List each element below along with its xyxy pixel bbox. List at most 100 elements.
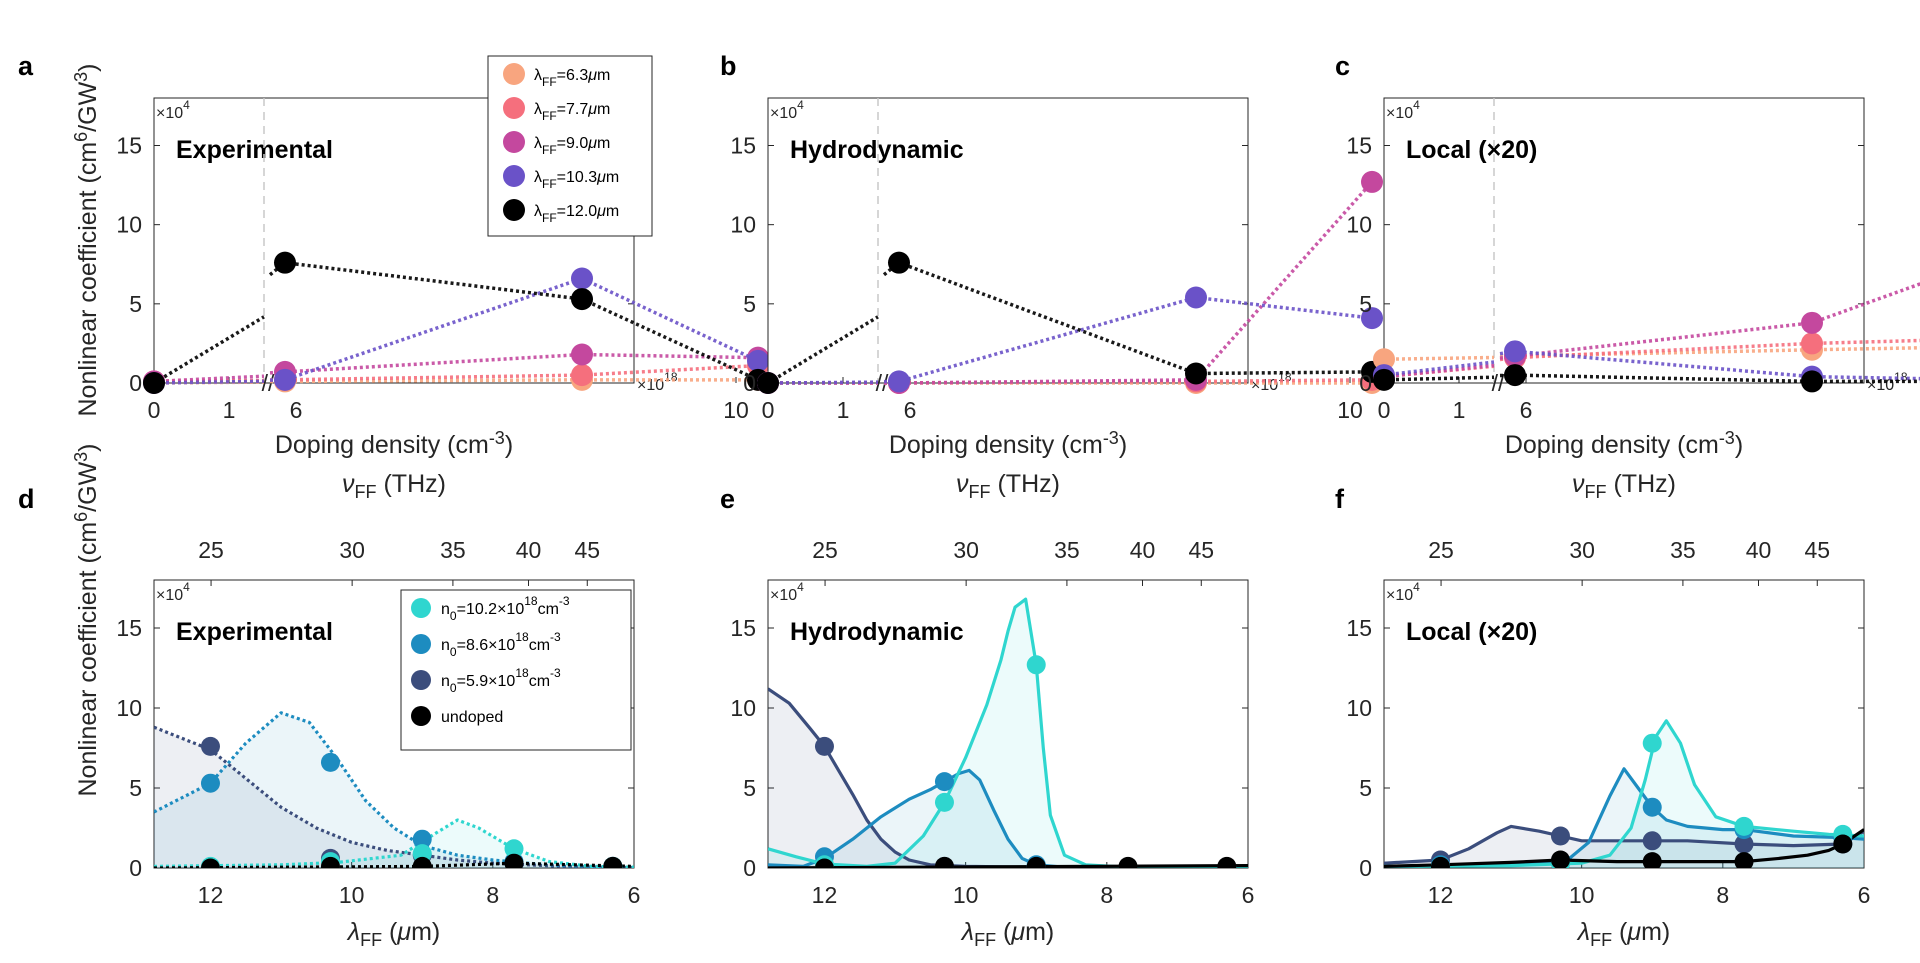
data-point [747,349,769,372]
x-axis-label: Doping density (cm-3) [275,428,513,459]
top-tick-label: 45 [1804,537,1830,563]
y-tick-label: 15 [1346,615,1372,641]
y-tick-label: 0 [129,370,142,396]
y-tick-label: 10 [116,212,142,238]
y-multiplier: ×104 [770,580,804,604]
y-tick-label: 10 [730,212,756,238]
data-point [1801,332,1823,355]
x-tick-label: 10 [723,397,749,423]
legend-label: n0=10.2×1018cm-3 [441,594,570,623]
data-point [1550,850,1570,868]
series-line [268,260,759,382]
x-multiplier: ×1018 [637,370,678,394]
y-tick-label: 15 [730,133,756,159]
data-point [603,856,623,868]
legend-label: n0=8.6×1018cm-3 [441,630,561,659]
x-tick-label: 10 [953,882,979,908]
y-multiplier: ×104 [770,98,804,122]
panel-label-e: e [720,484,735,514]
top-tick-label: 40 [516,537,542,563]
x-axis-label: λFF (μm) [346,918,440,950]
top-tick-label: 25 [1428,537,1454,563]
data-point [571,288,593,311]
x-axis-label: Doping density (cm-3) [889,428,1127,459]
y-tick-label: 5 [129,775,142,801]
y-tick-label: 5 [1359,291,1372,317]
x-tick-label: 6 [1520,397,1533,423]
x-tick-label: 6 [628,882,641,908]
data-point [1734,816,1754,836]
top-tick-label: 45 [574,537,600,563]
x-tick-label: 6 [1858,882,1871,908]
y-tick-label: 15 [116,133,142,159]
y-multiplier: ×104 [1386,98,1420,122]
data-point [274,251,296,274]
data-point [1185,286,1207,309]
panel-title: Hydrodynamic [790,618,964,646]
x-tick-label: 1 [837,397,850,423]
series-line [153,379,265,385]
data-point [1185,362,1207,385]
top-tick-label: 30 [1569,537,1595,563]
panel-title: Hydrodynamic [790,136,964,164]
x-tick-label: 10 [1569,882,1595,908]
data-point [1642,733,1662,753]
data-point [934,792,954,812]
x-axis-label: λFF (μm) [1576,918,1670,950]
panel-title: Experimental [176,618,333,646]
data-point [1801,370,1823,393]
series-line [1383,375,1495,382]
legend-marker [503,165,525,187]
y-multiplier: ×104 [1386,580,1420,604]
data-point [1734,834,1754,854]
data-point [1642,852,1662,868]
series-area [154,727,634,868]
panel-label-c: c [1335,51,1350,81]
legend-label: λFF=10.3μm [534,169,619,191]
data-point [1373,368,1395,391]
data-point [571,364,593,387]
y-axis-label-bottom: Nonlinear coefficient (cm6/GW3) [71,443,102,796]
x-tick-label: 12 [812,882,838,908]
y-tick-label: 0 [1359,855,1372,881]
data-point [757,372,779,394]
top-tick-label: 40 [1746,537,1772,563]
data-point [1217,856,1237,868]
y-tick-label: 10 [730,695,756,721]
legend-label: λFF=7.7μm [534,101,610,123]
series-line [768,597,1248,868]
legend-top: λFF=6.3μm λFF=7.7μm λFF=9.0μm λFF=10.3μm λFF… [487,55,653,237]
legend-marker [503,97,525,119]
series-line [1383,355,1495,361]
y-tick-label: 10 [1346,695,1372,721]
data-point [320,752,340,772]
legend-label: n0=5.9×1018cm-3 [441,666,561,695]
legend-marker [411,670,431,690]
x-tick-label: 0 [762,397,775,423]
legend-label: λFF=6.3μm [534,67,610,89]
data-point [504,853,524,868]
data-point [814,736,834,756]
plot-content [768,597,1248,868]
series-line [1384,824,1864,865]
top-tick-label: 35 [1054,537,1080,563]
y-axis-label-top: Nonlinear coefficient (cm6/GW3) [71,63,102,416]
plot-area [767,97,1249,384]
data-point [1801,311,1823,334]
axis-break-glyph: // [262,370,275,396]
legend-label: undoped [441,709,503,726]
y-tick-label: 0 [1359,370,1372,396]
plot-area [1383,579,1865,869]
y-tick-label: 15 [730,615,756,641]
series-line [1384,828,1864,868]
panel-e: 0 5 10 15 ×104 Hydrodynamic 12 10 8 6 25 30 35 40 45 λF… [730,470,1254,950]
data-point [1361,170,1383,193]
series-4 [757,251,1383,394]
data-point [200,858,220,868]
data-point [934,772,954,792]
panel-label-d: d [18,484,35,514]
data-point [1833,834,1853,854]
series-area [768,599,1248,868]
data-point [1361,307,1383,330]
